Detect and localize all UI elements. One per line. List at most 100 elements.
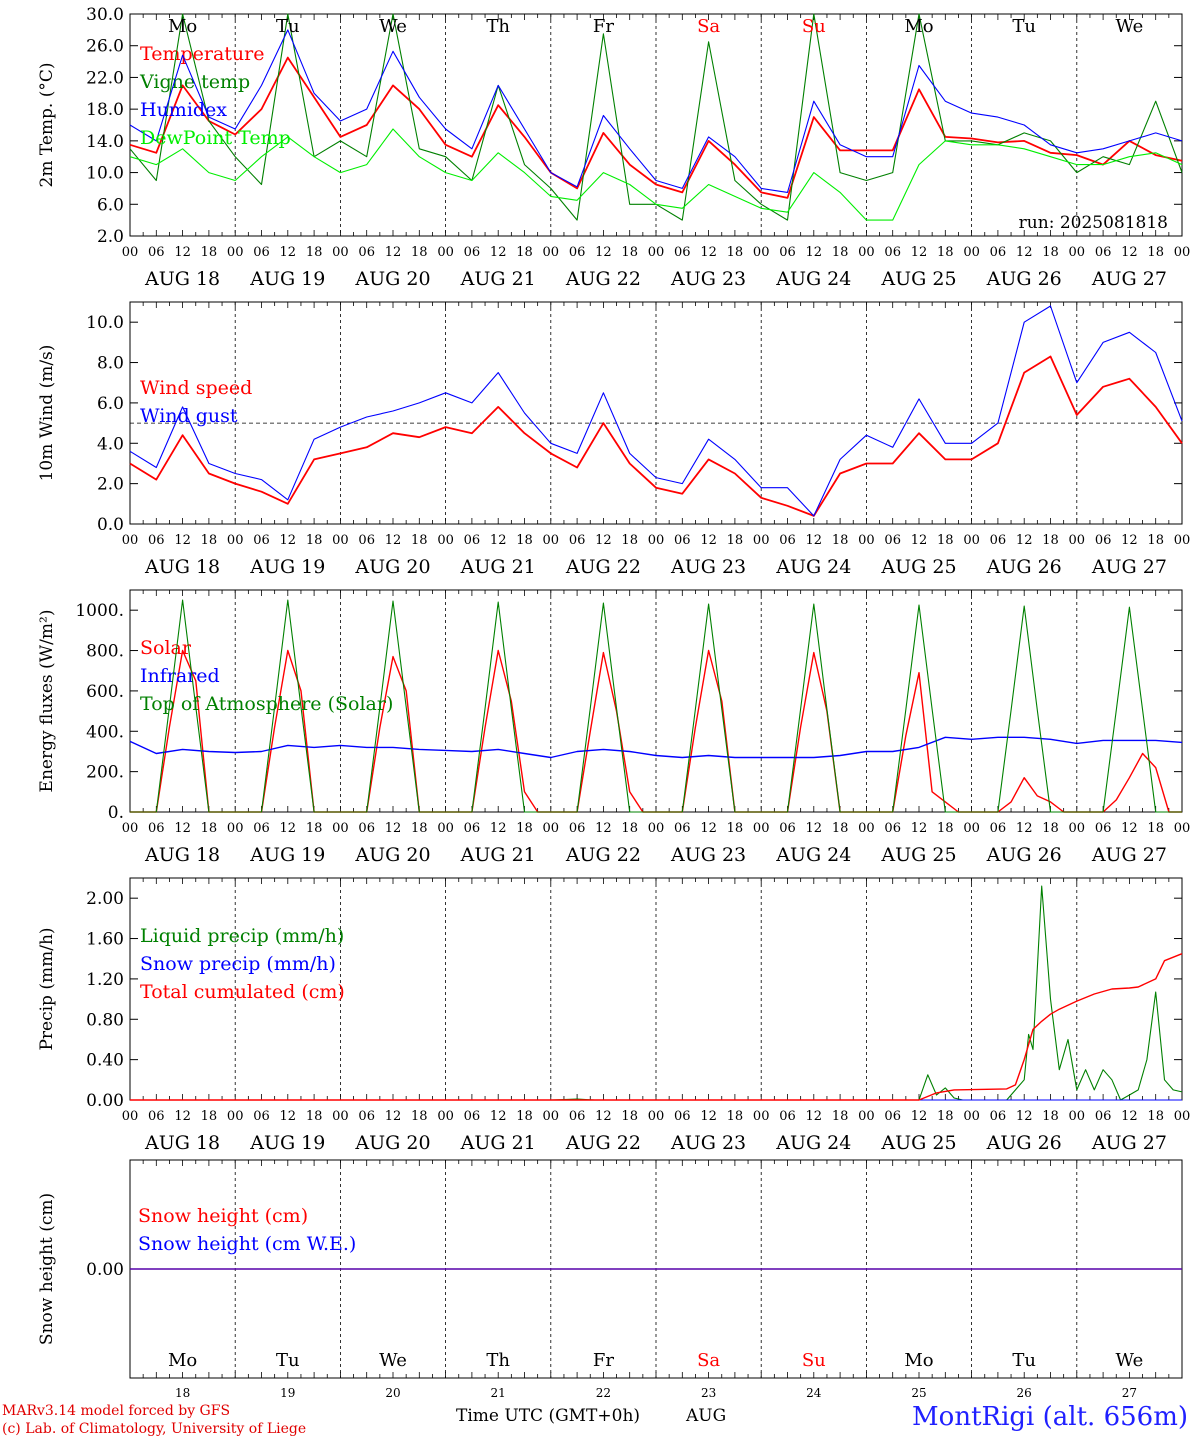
date-label: AUG 19 xyxy=(249,1132,325,1154)
hour-tick-label: 06 xyxy=(569,821,586,836)
hour-tick-label: 00 xyxy=(437,245,454,260)
date-label: AUG 21 xyxy=(460,556,536,578)
series-line-wind-speed xyxy=(129,355,1183,517)
hour-tick-label: 00 xyxy=(437,1109,454,1124)
hour-tick-label: 00 xyxy=(963,1109,980,1124)
hour-tick-label: 06 xyxy=(148,1109,165,1124)
y-tick-label: 600. xyxy=(86,682,124,702)
weekday-label: Th xyxy=(486,16,510,37)
hour-tick-label: 18 xyxy=(516,245,533,260)
hour-tick-label: 12 xyxy=(280,821,297,836)
weekday-label: Sa xyxy=(697,1350,720,1371)
hour-tick-label: 12 xyxy=(700,1109,717,1124)
hour-tick-label: 06 xyxy=(358,1109,375,1124)
legend-entry: Total cumulated (cm) xyxy=(140,981,345,1003)
weekday-label: We xyxy=(379,16,407,37)
time-axis-label: Time UTC (GMT+0h) xyxy=(456,1406,641,1426)
date-label: AUG 23 xyxy=(670,1132,746,1154)
hour-tick-label: 18 xyxy=(201,1109,218,1124)
hour-tick-label: 12 xyxy=(911,533,928,548)
weekday-label: Su xyxy=(802,16,826,37)
date-label: AUG 23 xyxy=(670,268,746,290)
hour-tick-label: 00 xyxy=(543,245,560,260)
hour-tick-label: 18 xyxy=(1147,245,1164,260)
y-tick-label: 10.0 xyxy=(86,313,124,333)
hour-tick-label: 06 xyxy=(779,821,796,836)
hour-tick-label: 12 xyxy=(174,533,191,548)
hour-tick-label: 12 xyxy=(911,1109,928,1124)
hour-tick-label: 12 xyxy=(490,533,507,548)
hour-tick-label: 06 xyxy=(464,533,481,548)
hour-tick-label: 00 xyxy=(858,1109,875,1124)
hour-tick-label: 12 xyxy=(1016,821,1033,836)
hour-tick-label: 00 xyxy=(753,533,770,548)
hour-tick-label: 00 xyxy=(1069,533,1086,548)
hour-tick-label: 06 xyxy=(674,1109,691,1124)
date-label: AUG 25 xyxy=(880,1132,956,1154)
hour-tick-label: 18 xyxy=(306,533,323,548)
hour-tick-label: 18 xyxy=(727,821,744,836)
legend-entry: Liquid precip (mm/h) xyxy=(140,925,344,947)
hour-tick-label: 12 xyxy=(490,821,507,836)
hour-tick-label: 12 xyxy=(806,533,823,548)
date-label: AUG 24 xyxy=(775,556,851,578)
hour-tick-label: 18 xyxy=(1042,245,1059,260)
hour-tick-label: 00 xyxy=(227,821,244,836)
hour-tick-label: 12 xyxy=(806,821,823,836)
hour-tick-label: 18 xyxy=(411,245,428,260)
hour-tick-label: 00 xyxy=(332,821,349,836)
hour-tick-label: 18 xyxy=(727,1109,744,1124)
day-number: 19 xyxy=(280,1386,295,1400)
weekday-label: Tu xyxy=(276,16,300,37)
date-label: AUG 18 xyxy=(144,844,220,866)
hour-tick-label: 12 xyxy=(1121,821,1138,836)
hour-tick-label: 18 xyxy=(1042,821,1059,836)
y-axis-label: Precip (mm/h) xyxy=(37,927,57,1050)
hour-tick-label: 12 xyxy=(700,821,717,836)
hour-tick-label: 06 xyxy=(884,1109,901,1124)
hour-tick-label: 18 xyxy=(832,1109,849,1124)
hour-tick-label: 18 xyxy=(727,533,744,548)
lab-credit: (c) Lab. of Climatology, University of L… xyxy=(2,1421,307,1437)
series-line-dewpoint-temp xyxy=(129,128,1183,221)
date-label: AUG 24 xyxy=(775,1132,851,1154)
date-label: AUG 27 xyxy=(1091,1132,1167,1154)
y-axis-label: 10m Wind (m/s) xyxy=(37,345,57,482)
y-tick-label: 0.80 xyxy=(86,1010,124,1030)
hour-tick-label: 06 xyxy=(1095,245,1112,260)
hour-tick-label: 00 xyxy=(332,1109,349,1124)
hour-tick-label: 18 xyxy=(516,1109,533,1124)
hour-tick-label: 18 xyxy=(411,533,428,548)
hour-tick-label: 06 xyxy=(569,533,586,548)
hour-tick-label: 12 xyxy=(700,533,717,548)
day-number: 20 xyxy=(385,1386,400,1400)
y-tick-label: 1.20 xyxy=(86,970,124,990)
day-number: 27 xyxy=(1122,1386,1137,1400)
date-label: AUG 26 xyxy=(986,556,1062,578)
series-line-total-cumulated-cm- xyxy=(130,953,1183,1101)
weekday-label: Mo xyxy=(904,16,933,37)
date-label: AUG 24 xyxy=(775,844,851,866)
hour-tick-label: 18 xyxy=(832,821,849,836)
hour-tick-label: 06 xyxy=(779,1109,796,1124)
hour-tick-label: 18 xyxy=(621,533,638,548)
hour-tick-label: 12 xyxy=(280,533,297,548)
hour-tick-label: 18 xyxy=(201,821,218,836)
hour-tick-label: 18 xyxy=(516,533,533,548)
hour-tick-label: 18 xyxy=(621,1109,638,1124)
hour-tick-label: 12 xyxy=(806,245,823,260)
hour-tick-label: 18 xyxy=(621,821,638,836)
hour-tick-label: 00 xyxy=(543,533,560,548)
y-tick-label: 200. xyxy=(86,763,124,783)
y-axis-label: Snow height (cm) xyxy=(37,1193,57,1345)
hour-tick-label: 12 xyxy=(595,821,612,836)
hour-tick-label: 12 xyxy=(595,533,612,548)
y-axis-label: 2m Temp. (°C) xyxy=(37,62,57,187)
series-line-humidex xyxy=(129,29,1183,193)
date-label: AUG 25 xyxy=(880,844,956,866)
hour-tick-label: 12 xyxy=(911,245,928,260)
hour-tick-label: 00 xyxy=(122,821,139,836)
date-label: AUG 26 xyxy=(986,268,1062,290)
hour-tick-label: 06 xyxy=(884,533,901,548)
hour-tick-label: 06 xyxy=(990,1109,1007,1124)
